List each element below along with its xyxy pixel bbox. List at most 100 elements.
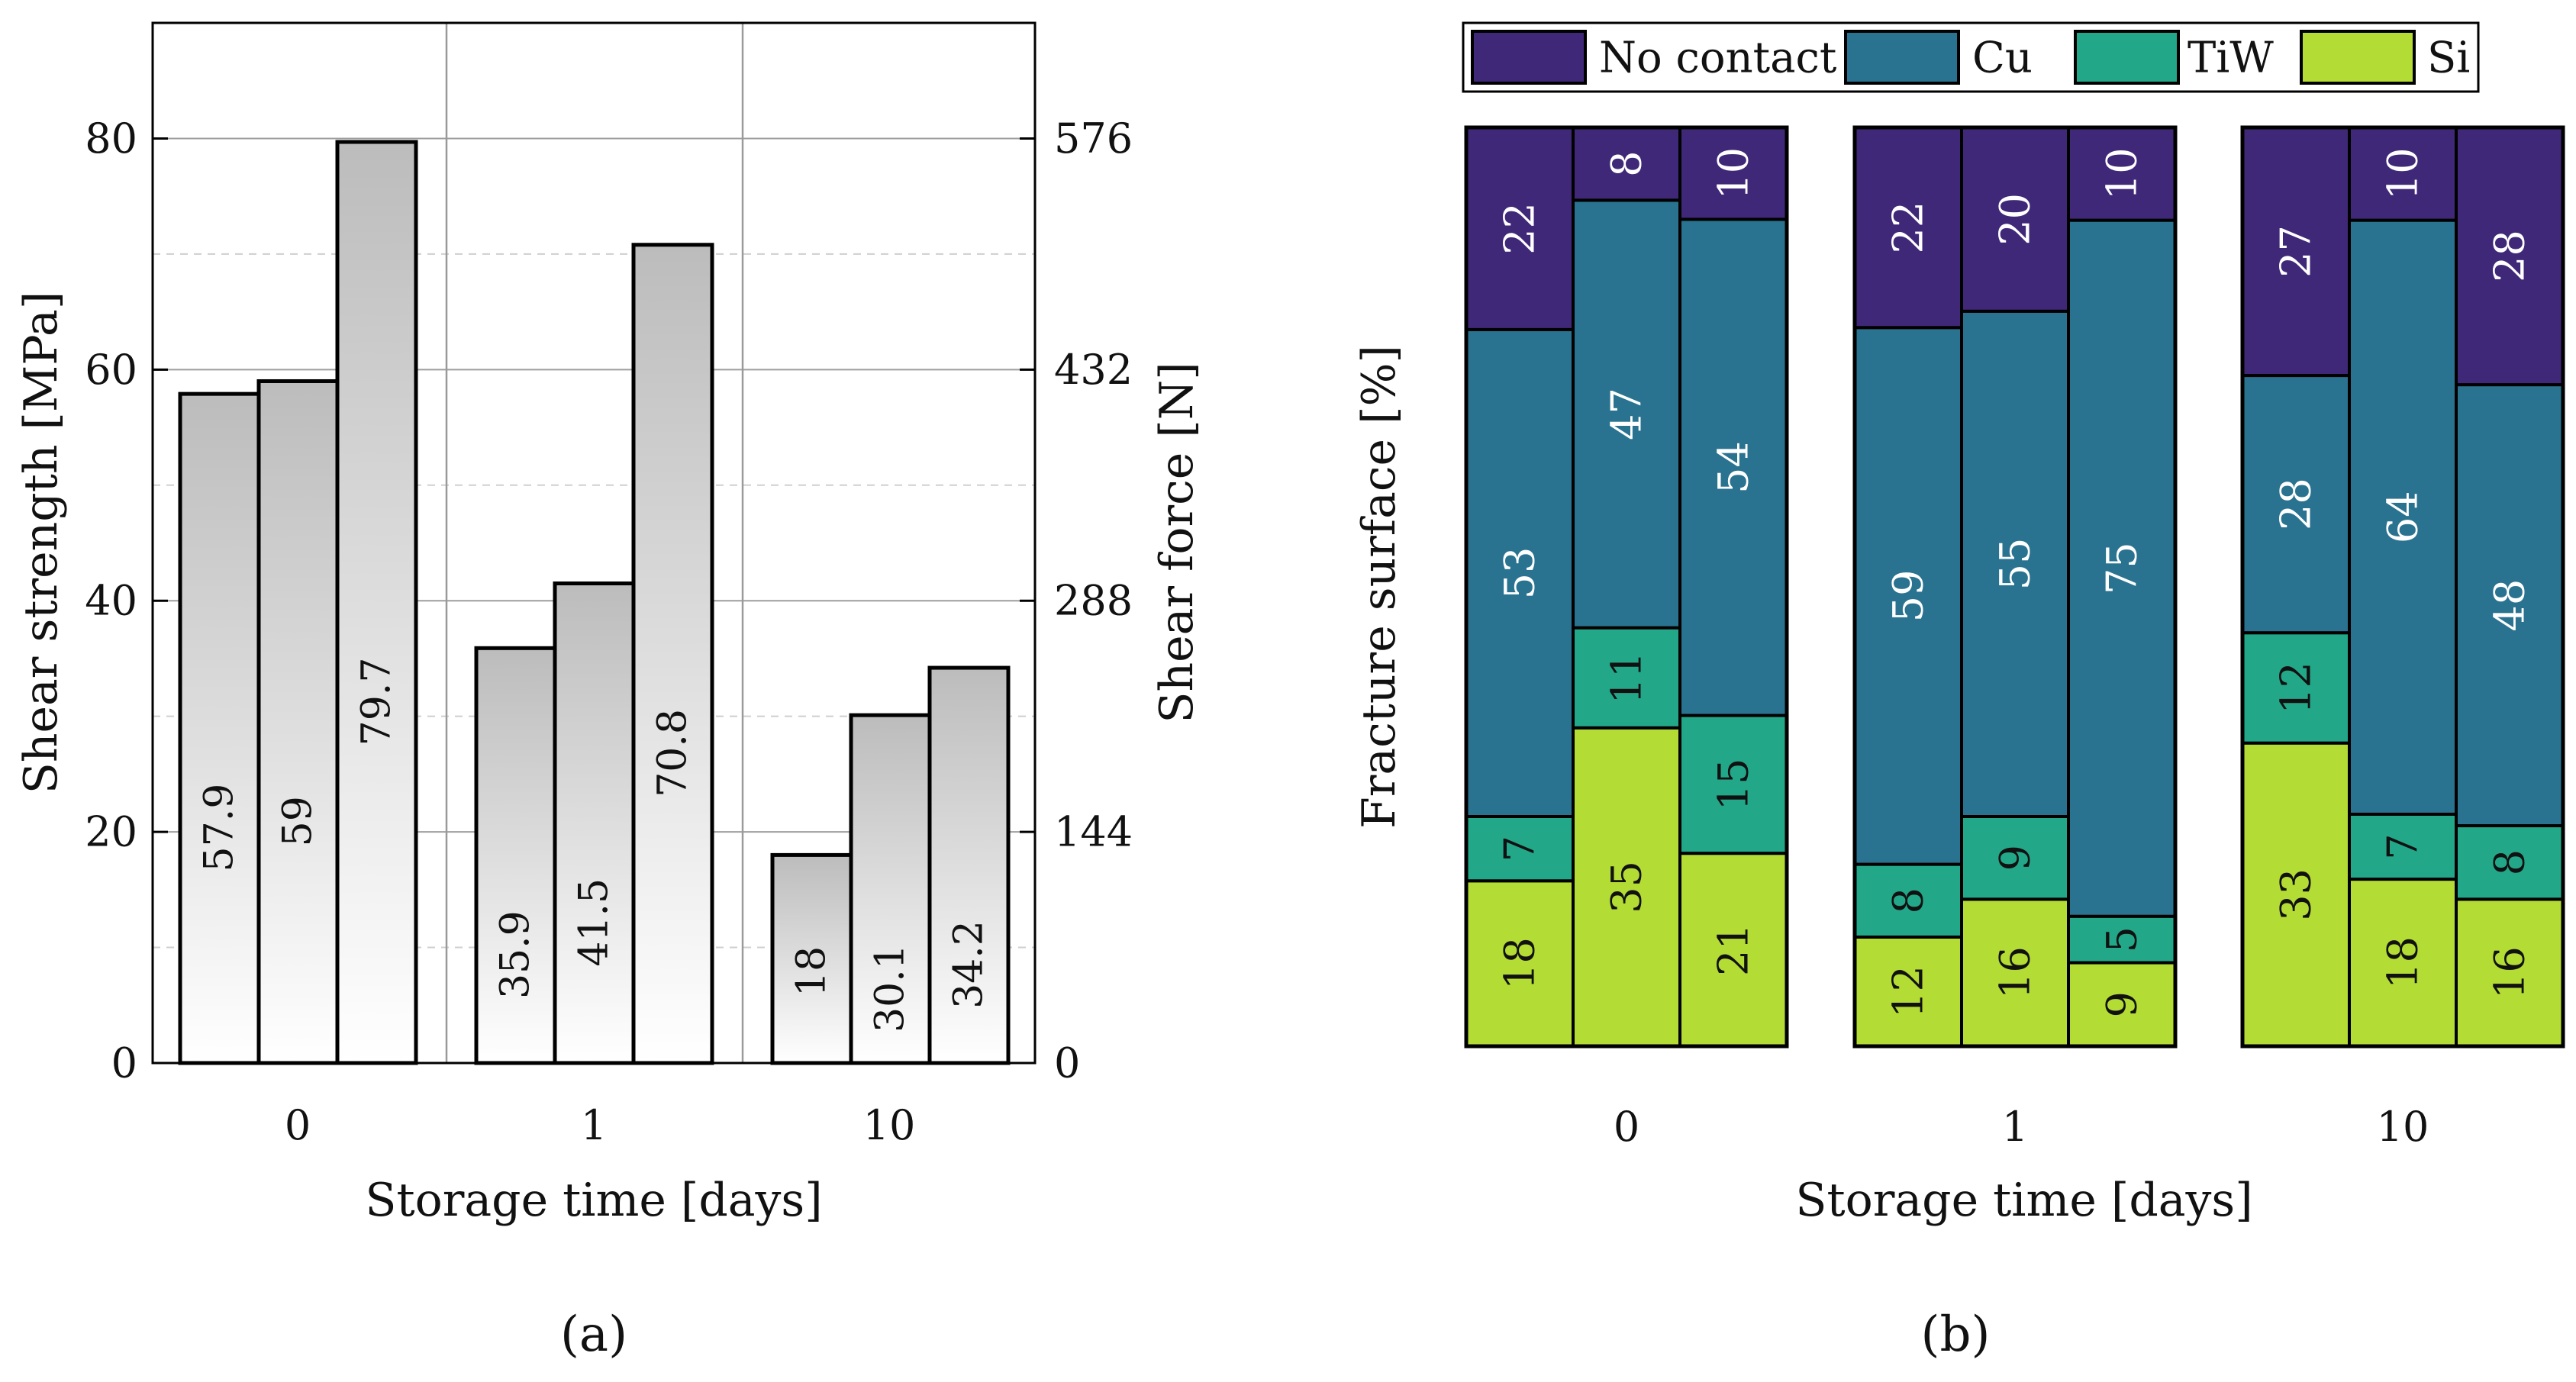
- segment-value-label: 22: [1496, 202, 1544, 255]
- stack-segment-cu: [2241, 374, 2351, 635]
- segment-value-label: 33: [2272, 868, 2320, 921]
- y2-tick-label: 144: [1054, 808, 1133, 856]
- bar-value-label: 34.2: [946, 920, 992, 1009]
- stack-segment-si: [2067, 961, 2177, 1048]
- segment-value-label: 8: [1884, 888, 1933, 913]
- segment-value-label: 15: [1710, 759, 1758, 811]
- bar-value-label: 18: [789, 946, 835, 997]
- segment-value-label: 27: [2272, 225, 2320, 278]
- segment-value-label: 9: [1991, 845, 2039, 871]
- bar-value-label: 30.1: [868, 944, 914, 1032]
- bar-value-label: 35.9: [493, 910, 539, 999]
- bar-value-label: 41.5: [572, 878, 617, 967]
- stack-segment-si: [1572, 726, 1681, 1048]
- segment-value-label: 20: [1991, 193, 2039, 246]
- segment-value-label: 10: [1710, 147, 1758, 200]
- stack-segment-no-contact: [1572, 126, 1681, 202]
- stack-segment-tiw: [1853, 862, 1963, 939]
- shear-bar: [335, 140, 418, 1065]
- y-tick-label: 60: [85, 346, 137, 394]
- stack-segment-no-contact: [1960, 126, 2070, 313]
- segment-value-label: 28: [2272, 478, 2320, 530]
- panel-label: (a): [560, 1306, 627, 1363]
- segment-value-label: 12: [1884, 965, 1933, 1018]
- x-tick-label: 10: [2377, 1103, 2429, 1151]
- x-tick-label: 1: [581, 1101, 607, 1149]
- x-tick-label: 10: [863, 1101, 916, 1149]
- stack-segment-tiw: [1678, 714, 1788, 855]
- fracture-surface-chart: 1875322351147821155410012859221695520957…: [1352, 21, 2565, 1363]
- group-frame: [1464, 125, 1789, 1049]
- y2-tick-label: 0: [1054, 1039, 1080, 1087]
- y2-axis-title: Shear force [N]: [1150, 362, 1204, 723]
- y-tick-label: 80: [85, 114, 137, 163]
- y2-tick-label: 288: [1054, 577, 1133, 625]
- segment-value-label: 7: [1496, 836, 1544, 862]
- bar-value-label: 70.8: [650, 709, 696, 797]
- segment-value-label: 11: [1603, 652, 1651, 704]
- segment-value-label: 35: [1603, 861, 1651, 913]
- segment-value-label: 28: [2486, 230, 2534, 282]
- plot-frame: [151, 21, 1037, 1065]
- x-tick-label: 0: [285, 1101, 311, 1149]
- shear-bar: [474, 646, 557, 1065]
- legend-label: Si: [2427, 34, 2470, 83]
- legend-swatch: [1471, 30, 1587, 85]
- segment-value-label: 54: [1710, 441, 1758, 494]
- legend-label: TiW: [2188, 34, 2274, 83]
- shear-bar: [178, 391, 261, 1065]
- stack-segment-cu: [2067, 218, 2177, 918]
- y-tick-label: 40: [85, 577, 137, 625]
- group-frame: [2240, 125, 2565, 1049]
- group-frame: [1852, 125, 2178, 1049]
- y-axis-title: Fracture surface [%]: [1352, 345, 1406, 829]
- segment-value-label: 21: [1710, 923, 1758, 976]
- legend-label: No contact: [1599, 34, 1837, 83]
- legend-swatch: [1844, 30, 1960, 85]
- x-axis-title: Storage time [days]: [1795, 1174, 2252, 1227]
- bar-value-label: 59: [276, 796, 321, 846]
- segment-value-label: 53: [1496, 547, 1544, 600]
- segment-value-label: 22: [1884, 201, 1933, 254]
- segment-value-label: 10: [2379, 147, 2427, 200]
- segment-value-label: 18: [2379, 936, 2427, 989]
- y2-tick-label: 432: [1054, 346, 1133, 394]
- stack-segment-cu: [1960, 309, 2070, 818]
- segment-value-label: 8: [2486, 849, 2534, 875]
- shear-bar: [631, 243, 714, 1065]
- segment-value-label: 7: [2379, 833, 2427, 859]
- segment-value-label: 48: [2486, 579, 2534, 632]
- segment-value-label: 8: [1603, 151, 1651, 177]
- segment-value-label: 12: [2272, 662, 2320, 714]
- panel-label: (b): [1921, 1306, 1991, 1363]
- segment-value-label: 59: [1884, 570, 1933, 623]
- segment-value-label: 64: [2379, 491, 2427, 543]
- shear-bar: [553, 581, 636, 1065]
- segment-value-label: 10: [2098, 147, 2146, 200]
- segment-value-label: 55: [1991, 538, 2039, 591]
- shear-bar: [256, 379, 340, 1065]
- x-axis-title: Storage time [days]: [365, 1174, 822, 1227]
- stack-segment-no-contact: [2348, 126, 2458, 222]
- segment-value-label: 16: [1991, 946, 2039, 999]
- bar-value-label: 57.9: [197, 784, 243, 872]
- y-tick-label: 0: [111, 1039, 137, 1087]
- y-axis-title: Shear strength [MPa]: [15, 292, 68, 794]
- legend-swatch: [2300, 30, 2416, 85]
- segment-value-label: 5: [2098, 926, 2146, 952]
- x-tick-label: 1: [2002, 1103, 2028, 1151]
- shear-strength-chart: 57.9 59 79.7 35.9 41.5 70.8 18 30.1 34.2 0 20 40 60 8…: [15, 21, 1204, 1363]
- segment-value-label: 9: [2098, 991, 2146, 1017]
- segment-value-label: 75: [2098, 542, 2146, 594]
- legend: No contact Cu TiW Si: [1462, 21, 2480, 93]
- segment-value-label: 47: [1603, 388, 1651, 440]
- y-tick-label: 20: [85, 808, 137, 856]
- segment-value-label: 16: [2486, 946, 2534, 999]
- y2-tick-label: 576: [1054, 114, 1133, 163]
- x-tick-label: 0: [1614, 1103, 1639, 1151]
- bar-value-label: 79.7: [354, 658, 400, 746]
- segment-value-label: 18: [1496, 937, 1544, 990]
- legend-label: Cu: [1972, 34, 2033, 83]
- stack-segment-cu: [1572, 198, 1681, 630]
